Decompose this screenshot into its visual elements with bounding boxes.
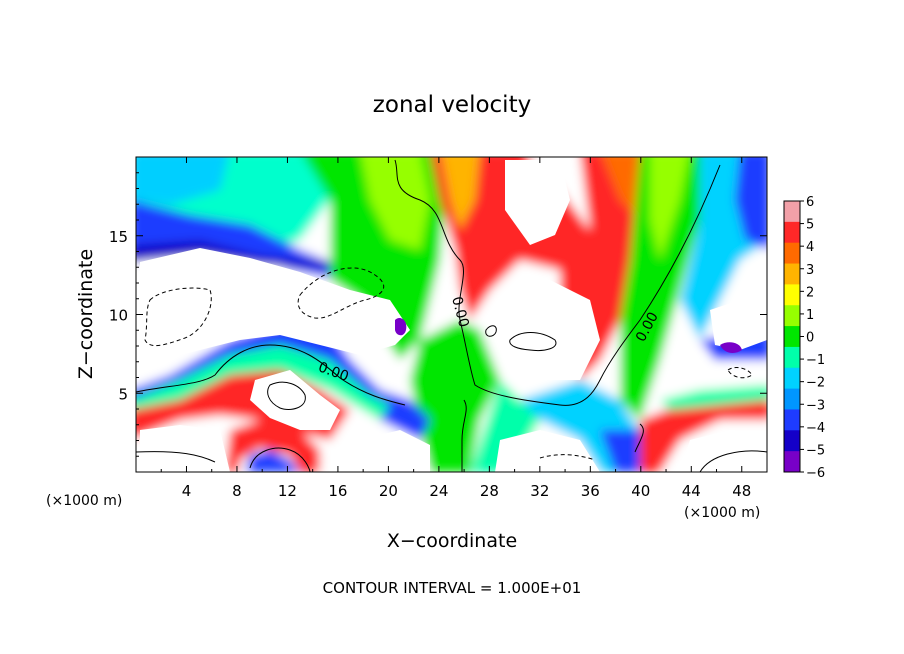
colorbar-tick-label: −2 [806, 376, 825, 391]
x-tick-label: 8 [232, 482, 242, 500]
colorbar-swatch [784, 326, 800, 348]
colorbar-tick-label: 6 [806, 195, 814, 210]
colorbar-tick-label: −6 [806, 466, 825, 481]
colorbar-swatch [784, 263, 800, 285]
x-tick-label: 12 [278, 482, 297, 500]
colorbar-tick-label: 1 [806, 308, 814, 323]
colorbar-swatch [784, 388, 800, 410]
x-tick-label: 40 [631, 482, 650, 500]
x-tick-label: 44 [682, 482, 701, 500]
colorbar-tick-label: 3 [806, 263, 814, 278]
y-tick-label: 10 [109, 307, 128, 325]
x-tick-label: 20 [379, 482, 398, 500]
colorbar-swatch [784, 409, 800, 431]
y-axis-label: Z−coordinate [75, 249, 97, 379]
colorbar-tick-label: 5 [806, 218, 814, 233]
colorbar-tick-label: 4 [806, 240, 814, 255]
contour-interval-note: CONTOUR INTERVAL = 1.000E+01 [323, 579, 582, 597]
y-tick-label: 5 [118, 385, 128, 403]
velocity-field [136, 157, 767, 472]
x-tick-label: 48 [732, 482, 751, 500]
colorbar-tick-label: −3 [806, 398, 825, 413]
colorbar-swatch [784, 221, 800, 244]
colorbar-swatch [784, 201, 800, 223]
colorbar-swatch [784, 305, 800, 327]
y-tick-label: 15 [109, 228, 128, 246]
colorbar-swatch [784, 367, 800, 390]
colorbar-tick-label: 0 [806, 331, 814, 346]
y-axis-ticks: 5 10 15 [109, 172, 767, 457]
colorbar-swatch [784, 430, 800, 452]
z-unit-label: (×1000 m) [46, 493, 122, 509]
x-tick-label: 36 [581, 482, 600, 500]
colorbar: 6 5 4 3 2 1 0 −1 −2 −3 −4 −5 −6 [783, 195, 825, 481]
contour-label-center: 0.00 [448, 295, 472, 329]
colorbar-tick-label: −4 [806, 421, 825, 436]
x-tick-label: 24 [429, 482, 448, 500]
x-axis-ticks: 4 8 12 16 20 24 28 32 36 40 44 48 [160, 157, 751, 500]
x-axis-label: X−coordinate [387, 530, 517, 552]
colorbar-tick-label: 2 [806, 285, 814, 300]
x-tick-label: 28 [480, 482, 499, 500]
x-tick-label: 4 [182, 482, 192, 500]
colorbar-swatch [784, 284, 800, 306]
colorbar-swatch [784, 242, 800, 265]
x-unit-label: (×1000 m) [684, 505, 760, 521]
colorbar-tick-label: −1 [806, 353, 825, 368]
chart-title: zonal velocity [373, 92, 531, 118]
colorbar-swatch [784, 451, 800, 473]
colorbar-tick-label: −5 [806, 443, 825, 458]
x-tick-label: 32 [530, 482, 549, 500]
colorbar-swatch [784, 346, 800, 369]
x-tick-label: 16 [328, 482, 347, 500]
